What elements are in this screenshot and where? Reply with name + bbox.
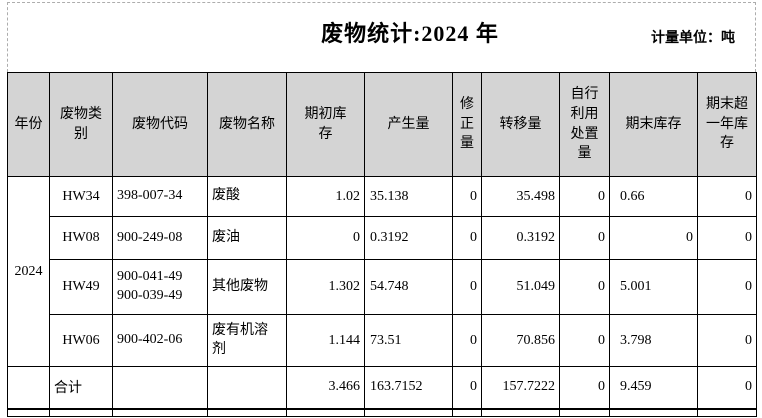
cell-2-closing: 5.001 (609, 259, 698, 315)
year-cell: 2024 (7, 176, 50, 367)
total-transferred: 157.7222 (481, 366, 560, 410)
cell-3-code: 900-402-06 (112, 314, 208, 367)
stub-cell (609, 407, 698, 417)
column-header-1: 废物类 别 (49, 72, 113, 177)
cell-1-self_disposed: 0 (559, 216, 610, 260)
total-name-cell (207, 366, 287, 410)
cell-1-corrected: 0 (452, 216, 482, 260)
column-header-8: 自行 利用 处置 量 (559, 72, 610, 177)
cell-1-name: 废油 (207, 216, 287, 260)
table-row: HW06 900-402-06 废有机溶 剂 1.144 73.51 0 70.856 0 3.… (8, 314, 757, 367)
cell-3-over_one_year: 0 (697, 314, 757, 367)
page-break-boundary (7, 2, 756, 72)
total-over_one_year: 0 (697, 366, 757, 410)
cell-3-generated: 73.51 (364, 314, 453, 367)
cell-1-closing: 0 (609, 216, 698, 260)
column-header-4: 期初库 存 (286, 72, 365, 177)
cell-0-name: 废酸 (207, 176, 287, 217)
stub-row (7, 407, 757, 417)
cell-2-generated: 54.748 (364, 259, 453, 315)
column-header-7: 转移量 (481, 72, 560, 177)
table-row: HW49 900-041-49 900-039-49 其他废物 1.302 54.748… (8, 259, 757, 315)
stub-cell (559, 407, 610, 417)
cell-2-category: HW49 (49, 259, 113, 315)
cell-0-corrected: 0 (452, 176, 482, 217)
total-label: 合计 (49, 366, 113, 410)
cell-0-over_one_year: 0 (697, 176, 757, 217)
cell-3-category: HW06 (49, 314, 113, 367)
cell-0-category: HW34 (49, 176, 113, 217)
column-header-2: 废物代码 (112, 72, 208, 177)
cell-2-corrected: 0 (452, 259, 482, 315)
total-self_disposed: 0 (559, 366, 610, 410)
waste-table: 年份 废物类 别废物代码 废物名称 期初库 存产生量修 正 量转移量 自行 利用 处置 … (7, 72, 757, 417)
stub-cell (452, 407, 482, 417)
stub-cell (697, 407, 757, 417)
cell-3-corrected: 0 (452, 314, 482, 367)
stub-cell (112, 407, 208, 417)
column-header-10: 期末超 一年库 存 (697, 72, 757, 177)
total-generated: 163.7152 (364, 366, 453, 410)
cell-2-self_disposed: 0 (559, 259, 610, 315)
cell-1-over_one_year: 0 (697, 216, 757, 260)
column-header-6: 修 正 量 (452, 72, 482, 177)
column-header-9: 期末库存 (609, 72, 698, 177)
cell-0-generated: 35.138 (364, 176, 453, 217)
cell-1-code: 900-249-08 (112, 216, 208, 260)
cell-2-name: 其他废物 (207, 259, 287, 315)
unit-label: 计量单位：吨 (651, 31, 735, 46)
column-header-5: 产生量 (364, 72, 453, 177)
total-closing: 9.459 (609, 366, 698, 410)
stub-cell (286, 407, 365, 417)
cell-2-transferred: 51.049 (481, 259, 560, 315)
cell-1-category: HW08 (49, 216, 113, 260)
total-opening: 3.466 (286, 366, 365, 410)
stub-cell (481, 407, 560, 417)
stub-cell (7, 407, 50, 417)
stub-cell (49, 407, 113, 417)
table-row: HW08 900-249-08 废油 0 0.3192 0 0.3192 0 0 0 (8, 216, 757, 260)
cell-0-transferred: 35.498 (481, 176, 560, 217)
total-year-cell (7, 366, 50, 410)
cell-3-name: 废有机溶 剂 (207, 314, 287, 367)
cell-2-code: 900-041-49 900-039-49 (112, 259, 208, 315)
cell-1-transferred: 0.3192 (481, 216, 560, 260)
report-title: 废物统计:2024 年 (321, 21, 499, 46)
column-header-0: 年份 (7, 72, 50, 177)
cell-2-over_one_year: 0 (697, 259, 757, 315)
cell-3-closing: 3.798 (609, 314, 698, 367)
cell-3-opening: 1.144 (286, 314, 365, 367)
column-header-3: 废物名称 (207, 72, 287, 177)
cell-0-self_disposed: 0 (559, 176, 610, 217)
cell-0-code: 398-007-34 (112, 176, 208, 217)
cell-1-generated: 0.3192 (364, 216, 453, 260)
cell-0-closing: 0.66 (609, 176, 698, 217)
table-row: 2024 HW34 398-007-34 废酸 1.02 35.138 0 35.498 0 0.… (7, 176, 757, 367)
cell-2-opening: 1.302 (286, 259, 365, 315)
total-row: 合计 3.466 163.7152 0 157.7222 0 9.459 0 (7, 366, 757, 410)
total-code-cell (112, 366, 208, 410)
stub-cell (364, 407, 453, 417)
cell-1-opening: 0 (286, 216, 365, 260)
cell-3-transferred: 70.856 (481, 314, 560, 367)
cell-0-opening: 1.02 (286, 176, 365, 217)
cell-3-self_disposed: 0 (559, 314, 610, 367)
total-corrected: 0 (452, 366, 482, 410)
stub-cell (207, 407, 287, 417)
